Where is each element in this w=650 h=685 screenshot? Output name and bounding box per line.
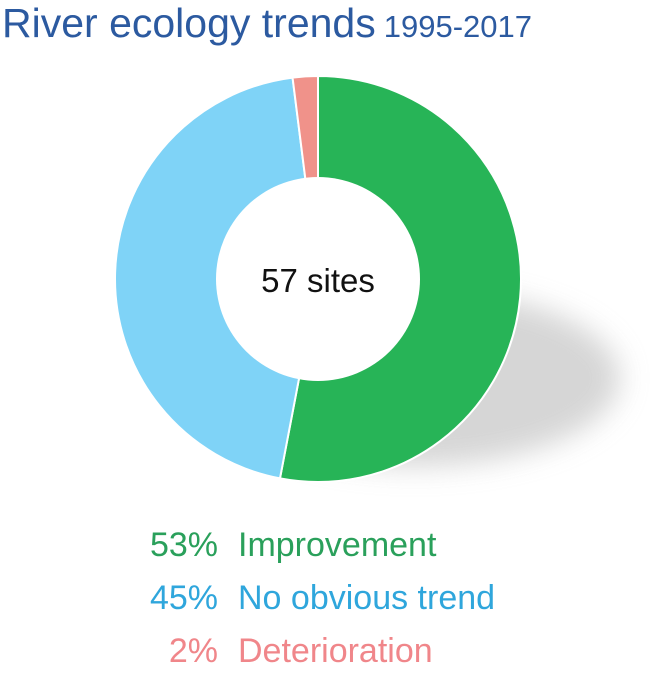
donut-slices (114, 74, 522, 483)
title-years: 1995-2017 (383, 9, 532, 44)
legend-label: No obvious trend (238, 579, 496, 617)
legend-item-improvement: 53% Improvement (0, 526, 650, 579)
legend-label: Improvement (238, 526, 437, 564)
donut-hole (216, 177, 420, 381)
legend-percent: 2% (168, 632, 218, 670)
legend-percent: 45% (149, 579, 218, 617)
legend-item-no-trend: 45% No obvious trend (0, 579, 650, 632)
legend-percent: 53% (149, 526, 218, 564)
title-main: River ecology trends (2, 0, 376, 46)
chart-title: River ecology trends 1995-2017 (2, 0, 532, 47)
legend: 53% Improvement 45% No obvious trend 2% … (0, 526, 650, 685)
legend-item-deterioration: 2% Deterioration (0, 632, 650, 685)
legend-label: Deterioration (238, 632, 433, 670)
donut-chart: 57 sites (114, 74, 620, 483)
center-label: 57 sites (261, 262, 375, 299)
